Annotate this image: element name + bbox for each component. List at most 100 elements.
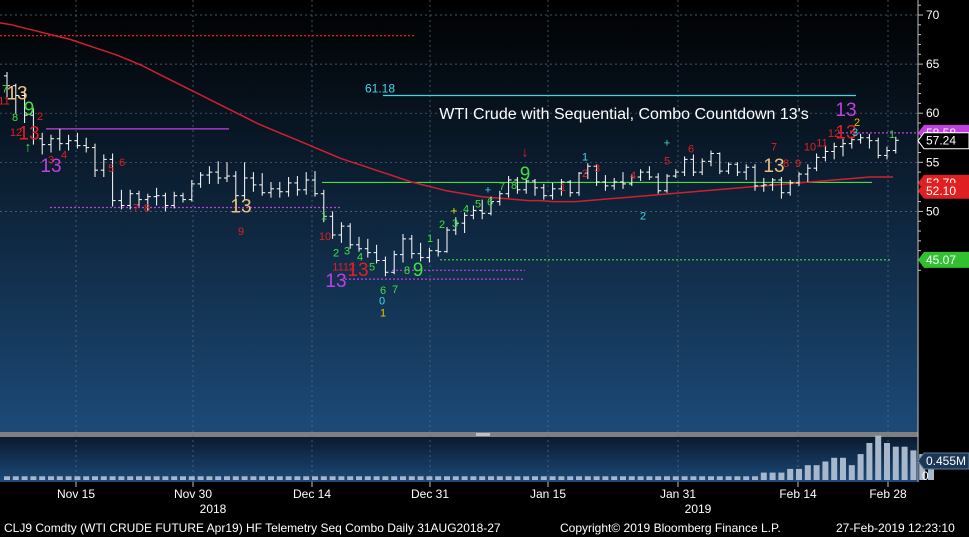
volume-bar xyxy=(461,476,468,480)
count-label: 10 xyxy=(804,142,816,154)
price-bar xyxy=(875,137,882,159)
volume-bar xyxy=(804,465,811,480)
volume-bar xyxy=(136,476,142,480)
x-tick-label: Dec 14 xyxy=(293,487,331,501)
grid xyxy=(0,0,918,482)
count-label: 5 xyxy=(475,198,481,210)
count-label: 4 xyxy=(463,203,469,215)
volume-tag-value: 0.455M xyxy=(926,454,966,468)
volume-bar xyxy=(910,450,917,480)
volume-bar xyxy=(584,476,591,480)
volume-bar xyxy=(628,476,635,480)
volume-bar xyxy=(769,472,776,480)
volume-bar xyxy=(672,476,679,480)
price-bar xyxy=(303,172,310,195)
count-label: 3 xyxy=(594,163,600,175)
volume-bar xyxy=(56,476,63,480)
price-bar xyxy=(637,169,644,181)
price-bar xyxy=(136,190,142,207)
volume-bar xyxy=(118,476,125,480)
price-tag-box xyxy=(917,132,969,150)
price-bar xyxy=(356,236,362,252)
volume-bar xyxy=(479,476,486,480)
price-bar xyxy=(734,162,741,177)
volume-bar xyxy=(92,476,98,480)
y-tick-label: 70 xyxy=(926,8,940,22)
price-bar xyxy=(549,182,556,200)
y-axis: 50 55 60 65 70 0 xyxy=(918,4,940,483)
count-label: 8 xyxy=(144,202,150,214)
count-label: 3 xyxy=(344,246,350,258)
count-label: 4 xyxy=(357,252,363,264)
count-label: 9 xyxy=(24,99,35,120)
price-bar xyxy=(74,132,81,149)
count-label: 2 xyxy=(333,248,339,260)
price-bar xyxy=(602,175,609,191)
price-bar xyxy=(417,242,424,262)
price-bar xyxy=(188,179,195,202)
volume-bar xyxy=(558,476,565,480)
count-label: 7 xyxy=(499,181,505,193)
price-bar xyxy=(804,164,811,182)
volume-bar xyxy=(232,476,239,480)
count-label: 1 xyxy=(560,182,566,194)
price-bar xyxy=(690,154,697,177)
count-label: 11 xyxy=(0,95,10,107)
count-label: 12 xyxy=(828,128,840,140)
separator-handle[interactable] xyxy=(476,433,490,436)
x-tick-label: Feb 28 xyxy=(869,487,907,501)
price-bar xyxy=(347,223,354,249)
volume-bar xyxy=(787,468,794,480)
volume-bar xyxy=(338,476,345,480)
price-bar xyxy=(100,154,107,178)
price-tag: 52.10 xyxy=(918,182,969,199)
volume-bar xyxy=(197,476,204,480)
count-label: 10 xyxy=(319,231,331,243)
volume-bar xyxy=(576,476,582,480)
count-label: 3 xyxy=(48,154,54,166)
price-bar xyxy=(259,173,266,196)
volume-bar xyxy=(39,476,46,480)
x-tick-label: Feb 14 xyxy=(779,487,817,501)
price-bar xyxy=(769,178,776,191)
volume-bar xyxy=(30,476,37,480)
volume-bar xyxy=(356,476,362,480)
y-tick-label: 50 xyxy=(926,204,940,218)
price-bar xyxy=(92,143,98,178)
count-label: 13 xyxy=(18,124,39,145)
volume-bar xyxy=(153,476,160,480)
count-label: 9 xyxy=(795,158,801,170)
price-bar xyxy=(778,177,785,199)
count-label: 2 xyxy=(854,117,860,129)
price-bar xyxy=(232,171,239,205)
price-bar xyxy=(444,227,450,253)
count-label: 13 xyxy=(763,156,784,177)
volume-bar xyxy=(171,476,178,480)
volume-bar xyxy=(690,476,697,480)
volume-bar xyxy=(303,476,310,480)
price-bar xyxy=(672,169,679,179)
panel-separator[interactable] xyxy=(0,432,918,437)
volume-bar xyxy=(822,461,829,480)
price-tag-box xyxy=(918,182,969,199)
count-label: 13 xyxy=(835,123,856,144)
volume-bar xyxy=(452,476,459,480)
count-label: 6 xyxy=(487,197,493,209)
volume-bar xyxy=(848,465,855,480)
volume-bar xyxy=(664,476,670,480)
price-bar xyxy=(681,156,688,177)
volume-bar xyxy=(391,476,398,480)
reference-line-label: 61.18 xyxy=(365,82,395,96)
count-label: 6 xyxy=(119,157,125,169)
price-bar xyxy=(294,176,301,196)
price-bar xyxy=(496,190,503,206)
price-bar xyxy=(400,233,406,263)
price-bar xyxy=(250,172,257,192)
y-tick-label: 60 xyxy=(926,106,940,120)
price-bar xyxy=(180,192,186,203)
price-bar xyxy=(329,211,336,239)
x-tick-label: Dec 31 xyxy=(411,487,449,501)
